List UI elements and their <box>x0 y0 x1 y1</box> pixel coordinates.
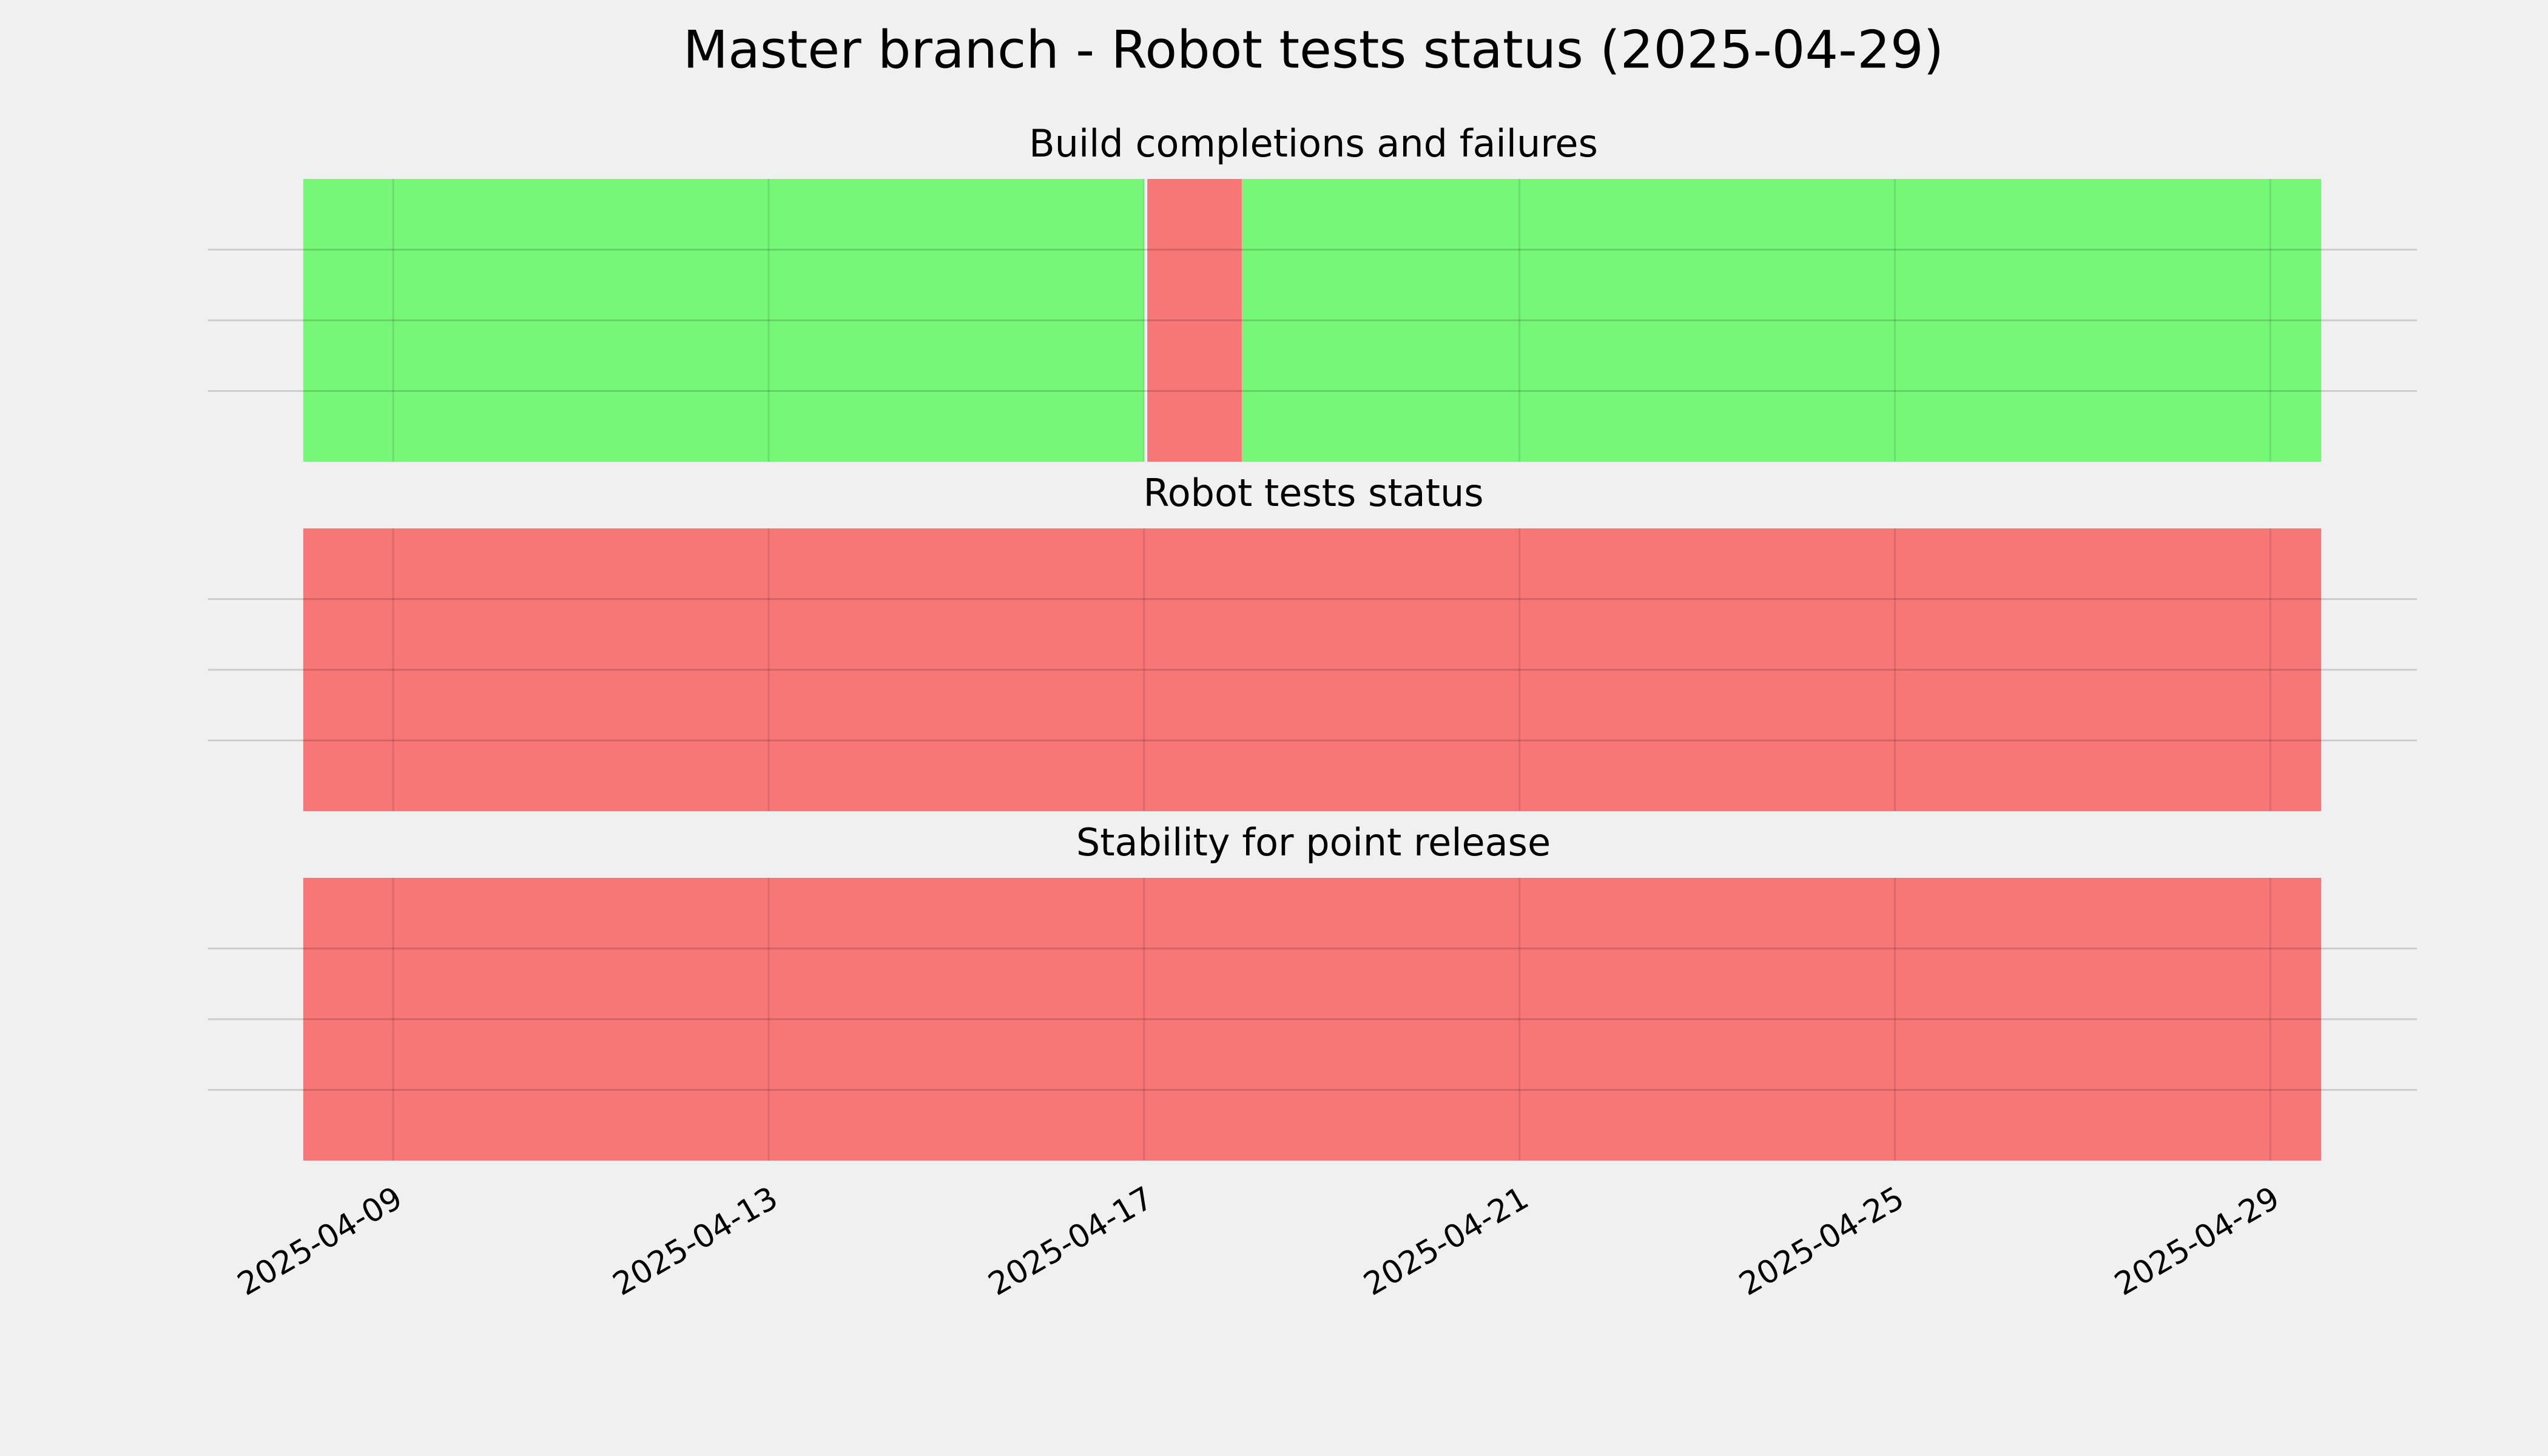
status-span <box>303 878 2322 1161</box>
panel-title: Stability for point release <box>1076 820 1551 864</box>
status-span <box>1147 179 1242 462</box>
status-span <box>303 179 1144 462</box>
panel-title: Robot tests status <box>1143 471 1483 515</box>
chart-title: Master branch - Robot tests status (2025… <box>683 19 1944 80</box>
panel-title: Build completions and failures <box>1029 121 1598 166</box>
status-span <box>303 528 2322 811</box>
status-span <box>1241 179 2322 462</box>
